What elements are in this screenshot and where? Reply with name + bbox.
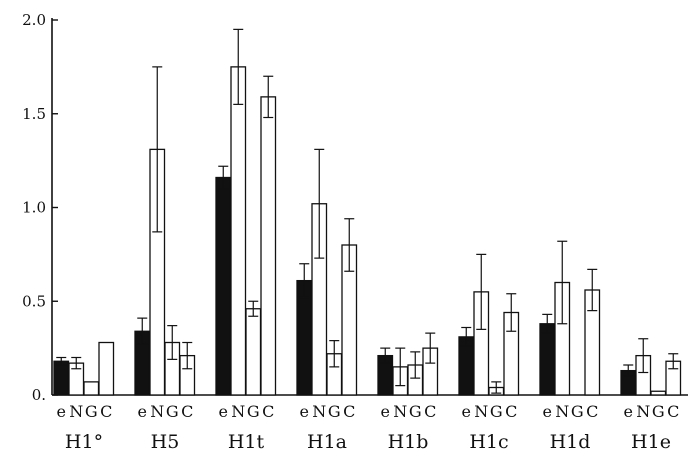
bar-e-6 [539, 323, 556, 396]
category-label: H1e [631, 431, 671, 453]
category-label: H1d [550, 431, 591, 453]
sub-label-N: N [231, 402, 245, 421]
sub-label-e: e [462, 402, 471, 421]
sub-label-C: C [586, 402, 598, 421]
y-tick-label: 0.5 [22, 292, 46, 310]
bar-e-0 [53, 360, 70, 396]
sub-label-N: N [150, 402, 164, 421]
sub-label-N: N [474, 402, 488, 421]
y-ticks: 0. 0.5 1.0 1.5 2.0 [22, 11, 58, 404]
sub-label-N: N [312, 402, 326, 421]
error-bars [56, 28, 679, 394]
category-label: H1b [388, 431, 429, 453]
y-tick-label: 1.0 [22, 199, 46, 217]
bar-G-2 [245, 308, 262, 396]
sub-label-C: C [262, 402, 274, 421]
bar-N-2 [230, 66, 247, 396]
sub-label-C: C [343, 402, 355, 421]
sub-label-e: e [300, 402, 309, 421]
sub-label-G: G [409, 402, 422, 421]
sub-label-G: G [166, 402, 179, 421]
sub-label-G: G [328, 402, 341, 421]
bar-G-0 [83, 381, 100, 396]
y-tick-label: 0. [32, 386, 46, 404]
category-label: H1a [307, 431, 347, 453]
y-tick-label: 1.5 [22, 105, 46, 123]
category-label: H5 [151, 431, 180, 453]
sub-label-N: N [69, 402, 83, 421]
sub-label-e: e [57, 402, 66, 421]
sub-label-C: C [424, 402, 436, 421]
sub-label-G: G [652, 402, 665, 421]
sub-label-C: C [100, 402, 112, 421]
bar-G-7 [650, 390, 667, 396]
bars [53, 66, 682, 396]
sub-label-N: N [636, 402, 650, 421]
sub-label-C: C [667, 402, 679, 421]
sub-label-G: G [490, 402, 503, 421]
sub-label-C: C [505, 402, 517, 421]
category-label: H1t [228, 431, 265, 453]
sub-label-N: N [393, 402, 407, 421]
sub-label-G: G [247, 402, 260, 421]
sub-label-e: e [381, 402, 390, 421]
category-label: H1° [65, 431, 103, 453]
sub-label-e: e [219, 402, 228, 421]
sub-label-G: G [571, 402, 584, 421]
sub-label-e: e [138, 402, 147, 421]
sub-label-G: G [85, 402, 98, 421]
bar-e-2 [215, 176, 232, 396]
sub-label-e: e [624, 402, 633, 421]
category-label: H1c [469, 431, 508, 453]
sub-label-e: e [543, 402, 552, 421]
sub-label-C: C [181, 402, 193, 421]
sub-label-N: N [555, 402, 569, 421]
y-tick-label: 2.0 [22, 11, 46, 29]
bar-C-2 [260, 96, 277, 396]
bar-C-0 [98, 341, 115, 396]
